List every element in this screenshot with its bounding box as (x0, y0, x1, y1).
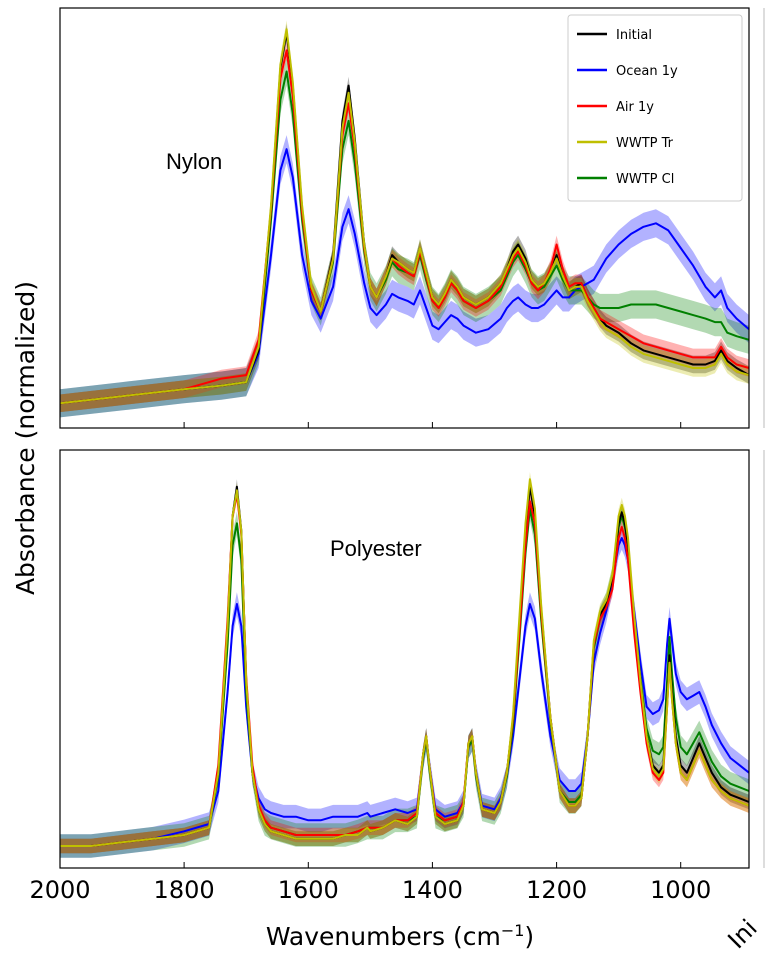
nylon-wwtp-cl-band (60, 57, 749, 418)
legend-label-ocean-1y: Ocean 1y (616, 64, 678, 79)
x-tick-label-1400: 1400 (402, 876, 463, 904)
legend-label-wwtp-tr: WWTP Tr (616, 136, 674, 151)
y-axis-label: Absorbance (normalized) (11, 281, 40, 595)
polyester-plot-area (60, 472, 750, 858)
x-axis-label: Wavenumbers (cm−1) (266, 921, 534, 952)
x-tick-label-1000: 1000 (650, 876, 711, 904)
nylon-plot-area (59, 20, 750, 418)
legend-box (567, 14, 743, 202)
nylon-ocean-1y-band (60, 135, 749, 418)
polyester-wwtp-tr-band (60, 472, 749, 854)
x-tick-label-1200: 1200 (526, 876, 587, 904)
nylon-x-ticks (59, 422, 682, 428)
polyester-axes-frame (59, 449, 750, 869)
nylon-panel-label: Nylon (166, 149, 222, 174)
polyester-ocean-1y-band (60, 526, 749, 858)
nylon-wwtp-tr-band (60, 20, 749, 413)
polyester-panel: 2000 1800 1600 1400 1200 1000 Polyester (29, 449, 750, 904)
legend-label-air-1y: Air 1y (616, 100, 654, 115)
polyester-wwtp-tr-line (60, 478, 750, 847)
x-tick-label-1600: 1600 (278, 876, 339, 904)
legend-entries: Initial Ocean 1y Air 1y WWTP Tr WWTP Cl (577, 28, 678, 187)
stray-rotated-text: Ini (722, 914, 762, 954)
polyester-panel-label: Polyester (330, 536, 422, 561)
legend: Initial Ocean 1y Air 1y WWTP Tr WWTP Cl (567, 14, 743, 202)
x-tick-label-1800: 1800 (154, 876, 215, 904)
nylon-ocean-1y-line (59, 148, 750, 405)
legend-label-initial: Initial (616, 28, 652, 43)
nylon-axes-frame (59, 7, 750, 429)
nylon-wwtp-tr-line (59, 28, 750, 405)
legend-label-wwtp-cl: WWTP Cl (616, 172, 674, 187)
polyester-x-ticks: 2000 1800 1600 1400 1200 1000 (29, 862, 711, 904)
nylon-panel: Nylon Initial Ocean 1y Air 1y WWTP Tr WWTP C… (59, 7, 750, 429)
x-tick-label-2000: 2000 (29, 876, 90, 904)
